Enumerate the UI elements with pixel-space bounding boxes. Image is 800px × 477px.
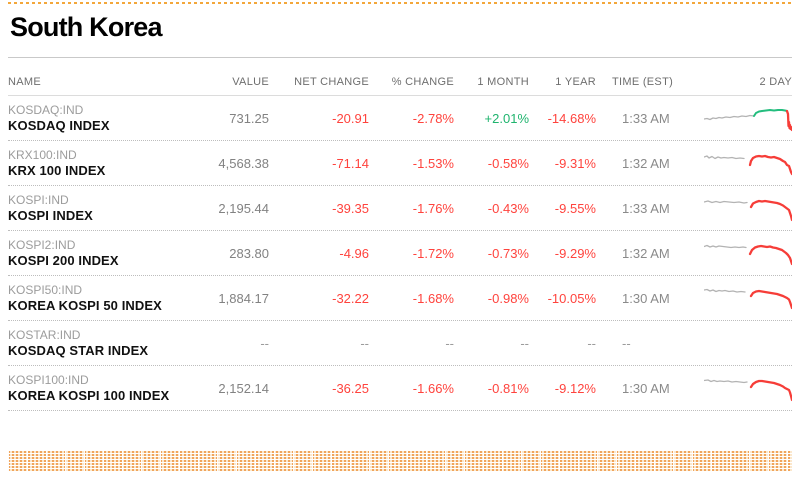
bottom-ad-placeholder (8, 451, 792, 472)
one-month-cell: +2.01% (484, 110, 529, 126)
column-header-1-year: 1 YEAR (555, 76, 596, 88)
time-cell: -- (622, 335, 631, 351)
column-header-2-day: 2 DAY (759, 76, 792, 88)
pct-change-cell: -1.76% (412, 200, 454, 216)
time-cell: 1:30 AM (622, 380, 670, 396)
table-row[interactable]: KOSTAR:IND KOSDAQ STAR INDEX -- -- -- --… (8, 321, 792, 366)
net-change-cell: -4.96 (339, 245, 369, 261)
name-cell: KOSPI50:IND KOREA KOSPI 50 INDEX (8, 276, 173, 320)
name-cell: KOSPI2:IND KOSPI 200 INDEX (8, 231, 173, 275)
net-change-cell: -36.25 (332, 380, 369, 396)
one-year-cell: -10.05% (547, 290, 596, 306)
value-cell: 2,152.14 (218, 380, 269, 396)
two-day-sparkline (696, 231, 792, 275)
ticker-label: KOSDAQ:IND (8, 103, 84, 117)
ticker-label: KOSTAR:IND (8, 328, 81, 342)
name-cell: KOSPI:IND KOSPI INDEX (8, 186, 173, 230)
column-header-net-change: NET CHANGE (294, 76, 369, 88)
value-cell: 731.25 (229, 110, 269, 126)
column-header-time-est: TIME (EST) (612, 76, 674, 88)
title-divider (8, 57, 792, 58)
net-change-cell: -71.14 (332, 155, 369, 171)
one-year-cell: -- (587, 335, 596, 351)
one-year-cell: -9.29% (554, 245, 596, 261)
pct-change-cell: -1.68% (412, 290, 454, 306)
one-year-cell: -9.12% (554, 380, 596, 396)
two-day-sparkline (696, 366, 792, 410)
value-cell: -- (260, 335, 269, 351)
index-name-label: KOREA KOSPI 100 INDEX (8, 388, 170, 403)
ticker-label: KOSPI50:IND (8, 283, 83, 297)
one-month-cell: -0.73% (487, 245, 529, 261)
column-header-name: NAME (8, 76, 41, 88)
net-change-cell: -- (360, 335, 369, 351)
time-cell: 1:32 AM (622, 155, 670, 171)
table-row[interactable]: KOSPI2:IND KOSPI 200 INDEX 283.80 -4.96 … (8, 231, 792, 276)
value-cell: 4,568.38 (218, 155, 269, 171)
column-header-pct-change: % CHANGE (391, 76, 454, 88)
net-change-cell: -39.35 (332, 200, 369, 216)
two-day-sparkline (696, 186, 792, 230)
one-month-cell: -0.81% (487, 380, 529, 396)
column-header-1-month: 1 MONTH (477, 76, 529, 88)
time-cell: 1:32 AM (622, 245, 670, 261)
index-table: NAME VALUE NET CHANGE % CHANGE 1 MONTH 1… (8, 58, 792, 411)
ticker-label: KOSPI2:IND (8, 238, 76, 252)
table-row[interactable]: KOSPI:IND KOSPI INDEX 2,195.44 -39.35 -1… (8, 186, 792, 231)
index-name-label: KOSPI INDEX (8, 208, 93, 223)
top-dashed-rule (8, 2, 792, 4)
index-name-label: KRX 100 INDEX (8, 163, 106, 178)
table-row[interactable]: KRX100:IND KRX 100 INDEX 4,568.38 -71.14… (8, 141, 792, 186)
column-header-value: VALUE (232, 76, 269, 88)
pct-change-cell: -1.66% (412, 380, 454, 396)
index-name-label: KOSDAQ STAR INDEX (8, 343, 149, 358)
table-row[interactable]: KOSPI100:IND KOREA KOSPI 100 INDEX 2,152… (8, 366, 792, 411)
page-title: South Korea (10, 12, 163, 42)
one-year-cell: -14.68% (547, 110, 596, 126)
two-day-sparkline (696, 276, 792, 320)
one-year-cell: -9.31% (554, 155, 596, 171)
index-name-label: KOSDAQ INDEX (8, 118, 110, 133)
time-cell: 1:33 AM (622, 200, 670, 216)
two-day-sparkline (696, 141, 792, 185)
net-change-cell: -32.22 (332, 290, 369, 306)
name-cell: KRX100:IND KRX 100 INDEX (8, 141, 173, 185)
value-cell: 2,195.44 (218, 200, 269, 216)
name-cell: KOSTAR:IND KOSDAQ STAR INDEX (8, 321, 173, 365)
net-change-cell: -20.91 (332, 110, 369, 126)
pct-change-cell: -1.53% (412, 155, 454, 171)
pct-change-cell: -2.78% (412, 110, 454, 126)
index-name-label: KOSPI 200 INDEX (8, 253, 119, 268)
name-cell: KOSPI100:IND KOREA KOSPI 100 INDEX (8, 366, 173, 410)
value-cell: 283.80 (229, 245, 269, 261)
two-day-sparkline (696, 96, 792, 140)
table-body: KOSDAQ:IND KOSDAQ INDEX 731.25 -20.91 -2… (8, 96, 792, 411)
time-cell: 1:33 AM (622, 110, 670, 126)
ticker-label: KOSPI:IND (8, 193, 69, 207)
table-row[interactable]: KOSDAQ:IND KOSDAQ INDEX 731.25 -20.91 -2… (8, 96, 792, 141)
ticker-label: KRX100:IND (8, 148, 77, 162)
one-month-cell: -0.98% (487, 290, 529, 306)
ticker-label: KOSPI100:IND (8, 373, 89, 387)
one-month-cell: -0.43% (487, 200, 529, 216)
pct-change-cell: -1.72% (412, 245, 454, 261)
one-year-cell: -9.55% (554, 200, 596, 216)
one-month-cell: -0.58% (487, 155, 529, 171)
value-cell: 1,884.17 (218, 290, 269, 306)
two-day-sparkline (696, 321, 792, 365)
pct-change-cell: -- (445, 335, 454, 351)
name-cell: KOSDAQ:IND KOSDAQ INDEX (8, 96, 173, 140)
table-row[interactable]: KOSPI50:IND KOREA KOSPI 50 INDEX 1,884.1… (8, 276, 792, 321)
table-header-row: NAME VALUE NET CHANGE % CHANGE 1 MONTH 1… (8, 58, 792, 96)
time-cell: 1:30 AM (622, 290, 670, 306)
one-month-cell: -- (520, 335, 529, 351)
index-name-label: KOREA KOSPI 50 INDEX (8, 298, 162, 313)
